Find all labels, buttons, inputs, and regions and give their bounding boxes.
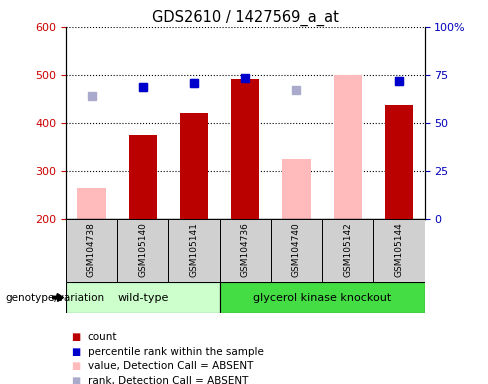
Text: rank, Detection Call = ABSENT: rank, Detection Call = ABSENT	[88, 376, 248, 384]
Text: genotype/variation: genotype/variation	[5, 293, 104, 303]
Text: glycerol kinase knockout: glycerol kinase knockout	[253, 293, 391, 303]
Bar	[334, 75, 362, 219]
Text: value, Detection Call = ABSENT: value, Detection Call = ABSENT	[88, 361, 253, 371]
Bar	[220, 219, 271, 282]
Bar	[117, 219, 168, 282]
Text: GSM104736: GSM104736	[241, 222, 250, 277]
Bar	[373, 219, 425, 282]
Text: GSM105141: GSM105141	[189, 222, 199, 277]
Text: ■: ■	[71, 376, 80, 384]
Text: GSM104738: GSM104738	[87, 222, 96, 277]
Bar	[220, 282, 425, 313]
Text: ■: ■	[71, 332, 80, 342]
Text: GSM104740: GSM104740	[292, 222, 301, 277]
Text: ■: ■	[71, 347, 80, 357]
Bar	[322, 219, 373, 282]
Text: ■: ■	[71, 361, 80, 371]
Bar	[283, 159, 310, 219]
Bar	[271, 219, 322, 282]
Text: percentile rank within the sample: percentile rank within the sample	[88, 347, 264, 357]
Bar	[66, 219, 117, 282]
Text: GSM105144: GSM105144	[394, 222, 404, 277]
Title: GDS2610 / 1427569_a_at: GDS2610 / 1427569_a_at	[152, 9, 339, 25]
Text: GSM105140: GSM105140	[138, 222, 147, 277]
Bar	[129, 135, 157, 219]
Bar	[168, 219, 220, 282]
Bar	[180, 113, 208, 219]
Bar	[66, 282, 220, 313]
Bar	[385, 105, 413, 219]
Text: GSM105142: GSM105142	[343, 222, 352, 277]
Text: wild-type: wild-type	[117, 293, 168, 303]
Text: count: count	[88, 332, 117, 342]
Bar	[231, 79, 259, 219]
Bar	[78, 188, 105, 219]
